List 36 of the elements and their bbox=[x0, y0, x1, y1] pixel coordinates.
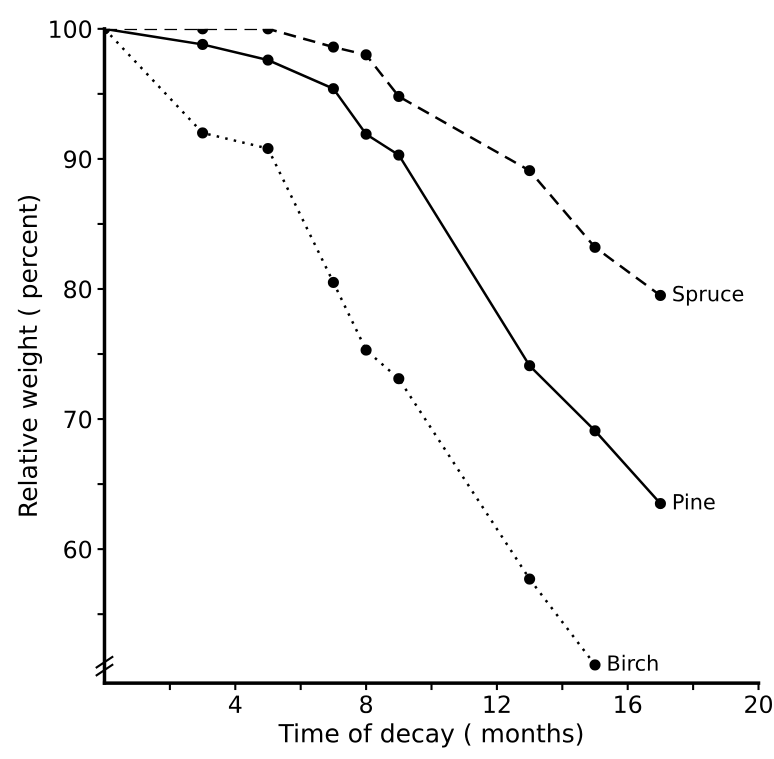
y-tick-label: 70 bbox=[64, 410, 92, 428]
y-tick-label: 80 bbox=[64, 280, 92, 298]
point bbox=[524, 165, 536, 176]
point bbox=[328, 83, 339, 94]
point bbox=[524, 360, 536, 372]
point bbox=[360, 344, 372, 356]
y-tick-label: 90 bbox=[64, 150, 92, 168]
point bbox=[654, 290, 666, 302]
point bbox=[393, 373, 404, 384]
x-tick-label: 4 bbox=[228, 696, 242, 713]
point bbox=[360, 49, 372, 60]
point bbox=[197, 127, 208, 138]
point bbox=[654, 498, 666, 510]
y-tick-label: 100 bbox=[50, 20, 92, 38]
x-tick-label: 20 bbox=[745, 695, 772, 714]
point bbox=[262, 142, 274, 154]
point bbox=[328, 41, 339, 53]
y-axis-title: Relative weight ( percent) bbox=[18, 196, 42, 516]
point bbox=[589, 242, 601, 253]
series-label: Birch bbox=[608, 654, 658, 671]
point bbox=[393, 90, 404, 102]
point bbox=[589, 659, 601, 670]
y-tick-label: 60 bbox=[64, 540, 92, 558]
point bbox=[197, 38, 208, 50]
point bbox=[393, 149, 404, 161]
x-tick-label: 12 bbox=[484, 695, 510, 713]
point bbox=[360, 128, 372, 140]
point bbox=[589, 425, 601, 436]
x-tick-label: 8 bbox=[360, 695, 372, 714]
x-axis-title: Time of decay ( months) bbox=[278, 723, 582, 748]
point bbox=[328, 276, 339, 288]
series-label: Pine bbox=[674, 494, 715, 510]
x-tick-label: 16 bbox=[615, 695, 642, 714]
point bbox=[262, 54, 274, 66]
point bbox=[524, 573, 536, 585]
series-label: Spruce bbox=[673, 286, 744, 306]
